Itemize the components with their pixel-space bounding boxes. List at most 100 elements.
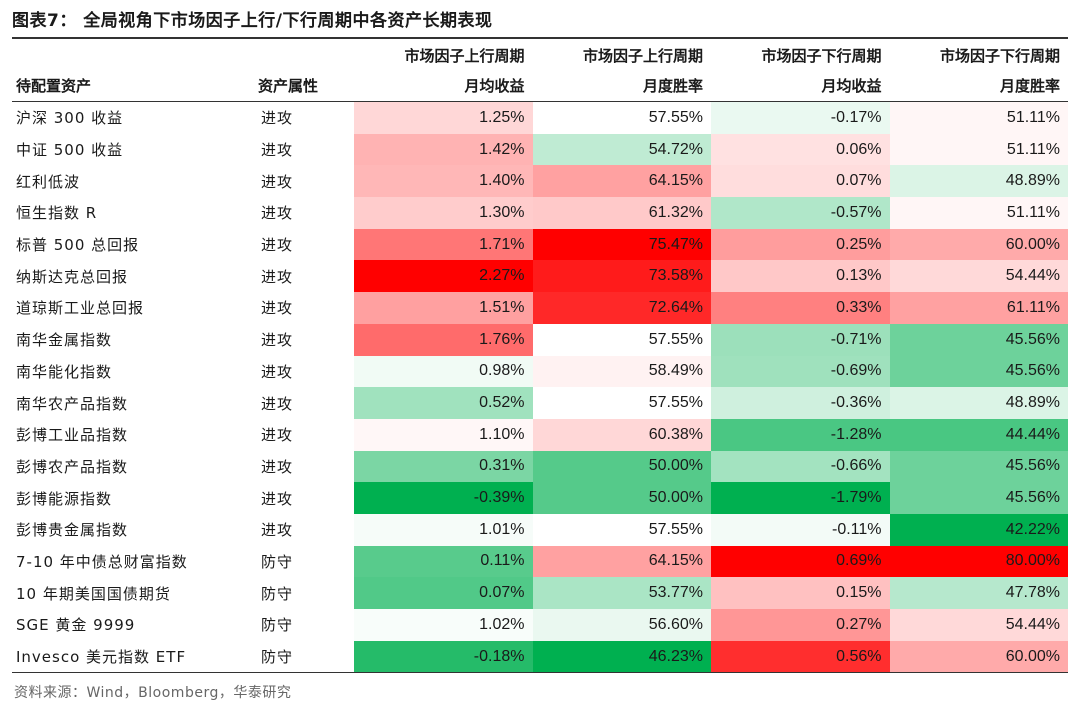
up-winrate-cell: 64.15%	[532, 545, 711, 578]
up-return-cell: -0.39%	[354, 482, 533, 514]
asset-attr: 防守	[261, 552, 294, 571]
table-row: 彭博贵金属指数 进攻 1.01% 57.55% -0.11% 42.22%	[12, 513, 1068, 546]
down-winrate-cell: 51.11%	[889, 133, 1068, 166]
up-return-cell: 0.11%	[354, 545, 533, 578]
header-metric-up-winrate: 月度胜率	[532, 71, 711, 102]
down-return-cell: 0.15%	[711, 577, 890, 609]
header-group-up-winrate: 市场因子上行周期	[582, 47, 703, 65]
table-body: 沪深 300 收益 进攻 1.25% 57.55% -0.17% 51.11% 中证 500…	[12, 101, 1068, 674]
asset-name: 10 年期美国国债期货	[16, 584, 171, 603]
asset-name: SGE 黄金 9999	[16, 616, 136, 635]
up-return-cell: 1.71%	[354, 228, 533, 261]
up-winrate-cell: 57.55%	[532, 323, 711, 356]
asset-attr: 进攻	[261, 172, 294, 191]
table-row: 南华能化指数 进攻 0.98% 58.49% -0.69% 45.56%	[12, 355, 1068, 388]
down-return-cell: -1.79%	[711, 482, 890, 514]
asset-attr: 防守	[261, 584, 294, 603]
down-return-cell: -0.57%	[711, 197, 890, 229]
up-return-cell: 1.10%	[354, 418, 533, 451]
source-note: 资料来源：Wind，Bloomberg，华泰研究	[14, 685, 292, 701]
up-return-cell: 1.25%	[354, 101, 533, 134]
up-winrate-cell: 72.64%	[532, 292, 711, 324]
asset-attr: 进攻	[261, 331, 294, 350]
up-winrate-cell: 75.47%	[532, 228, 711, 261]
asset-attr: 进攻	[261, 267, 294, 286]
down-winrate-cell: 44.44%	[889, 418, 1068, 451]
down-return-cell: -0.17%	[711, 101, 890, 134]
down-winrate-cell: 45.56%	[889, 482, 1068, 514]
header-metric-down-winrate: 月度胜率	[889, 71, 1068, 102]
up-winrate-cell: 56.60%	[532, 609, 711, 641]
header-metric-down-return: 月均收益	[711, 71, 890, 102]
down-winrate-cell: 45.56%	[889, 450, 1068, 483]
down-return-cell: 0.56%	[711, 640, 890, 674]
table-row: 南华金属指数 进攻 1.76% 57.55% -0.71% 45.56%	[12, 323, 1068, 356]
down-winrate-cell: 45.56%	[889, 355, 1068, 388]
asset-name: 彭博工业品指数	[16, 426, 129, 445]
up-winrate-cell: 61.32%	[532, 197, 711, 229]
asset-name: 纳斯达克总回报	[16, 267, 129, 286]
up-return-cell: 1.30%	[354, 197, 533, 229]
down-winrate-cell: 54.44%	[889, 260, 1068, 293]
down-return-cell: 0.25%	[711, 228, 890, 261]
up-return-cell: 2.27%	[354, 260, 533, 293]
down-return-cell: -0.66%	[711, 450, 890, 483]
up-return-cell: 1.01%	[354, 513, 533, 546]
down-winrate-cell: 45.56%	[889, 323, 1068, 356]
up-return-cell: 1.02%	[354, 609, 533, 641]
down-winrate-cell: 48.89%	[889, 165, 1068, 198]
up-winrate-cell: 46.23%	[532, 640, 711, 674]
asset-name: 道琼斯工业总回报	[16, 299, 145, 318]
asset-attr: 防守	[261, 616, 294, 635]
up-return-cell: 0.07%	[354, 577, 533, 609]
down-winrate-cell: 42.22%	[889, 513, 1068, 546]
down-winrate-cell: 48.89%	[889, 387, 1068, 419]
header-blank	[12, 41, 254, 71]
asset-name: 红利低波	[16, 172, 81, 191]
down-return-cell: 0.27%	[711, 609, 890, 641]
down-return-cell: 0.33%	[711, 292, 890, 324]
asset-attr: 进攻	[261, 299, 294, 318]
up-winrate-cell: 54.72%	[532, 133, 711, 166]
down-winrate-cell: 51.11%	[889, 197, 1068, 229]
down-winrate-cell: 61.11%	[889, 292, 1068, 324]
asset-attr: 防守	[254, 640, 354, 674]
header-asset: 待配置资产	[12, 71, 254, 102]
asset-attr: 进攻	[261, 236, 294, 255]
table-row: 红利低波 进攻 1.40% 64.15% 0.07% 48.89%	[12, 165, 1068, 198]
down-winrate-cell: 80.00%	[889, 545, 1068, 578]
table-row: 7-10 年中债总财富指数 防守 0.11% 64.15% 0.69% 80.00%	[12, 545, 1068, 578]
title-divider	[12, 37, 1068, 39]
up-return-cell: 1.40%	[354, 165, 533, 198]
header-metric-up-return: 月均收益	[354, 71, 533, 102]
header-group-down-return: 市场因子下行周期	[761, 47, 882, 65]
up-return-cell: 1.76%	[354, 323, 533, 356]
asset-name: Invesco 美元指数 ETF	[12, 640, 254, 674]
up-return-cell: 0.31%	[354, 450, 533, 483]
down-winrate-cell: 54.44%	[889, 609, 1068, 641]
header-row-metrics: 待配置资产 资产属性 月均收益 月度胜率 月均收益 月度胜率	[12, 71, 1068, 102]
down-return-cell: -0.11%	[711, 513, 890, 546]
performance-table: 市场因子上行周期 市场因子上行周期 市场因子下行周期 市场因子下行周期 待配置资…	[12, 41, 1068, 674]
table-row: 纳斯达克总回报 进攻 2.27% 73.58% 0.13% 54.44%	[12, 260, 1068, 293]
asset-name: 中证 500 收益	[16, 141, 124, 160]
up-return-cell: 1.51%	[354, 292, 533, 324]
asset-attr: 进攻	[261, 394, 294, 413]
header-row-groups: 市场因子上行周期 市场因子上行周期 市场因子下行周期 市场因子下行周期	[12, 41, 1068, 71]
table-row: 道琼斯工业总回报 进攻 1.51% 72.64% 0.33% 61.11%	[12, 292, 1068, 324]
header-blank	[254, 41, 354, 71]
asset-attr: 进攻	[261, 521, 294, 540]
asset-attr: 进攻	[261, 204, 294, 223]
asset-name: 彭博农产品指数	[16, 457, 129, 476]
down-winrate-cell: 60.00%	[889, 640, 1068, 674]
table-row: 恒生指数 R 进攻 1.30% 61.32% -0.57% 51.11%	[12, 197, 1068, 229]
down-return-cell: -1.28%	[711, 418, 890, 451]
asset-name: 恒生指数 R	[16, 204, 98, 223]
up-return-cell: 0.52%	[354, 387, 533, 419]
table-row: SGE 黄金 9999 防守 1.02% 56.60% 0.27% 54.44%	[12, 609, 1068, 641]
up-winrate-cell: 57.55%	[532, 387, 711, 419]
up-winrate-cell: 64.15%	[532, 165, 711, 198]
down-return-cell: 0.06%	[711, 133, 890, 166]
down-winrate-cell: 60.00%	[889, 228, 1068, 261]
up-return-cell: 1.42%	[354, 133, 533, 166]
